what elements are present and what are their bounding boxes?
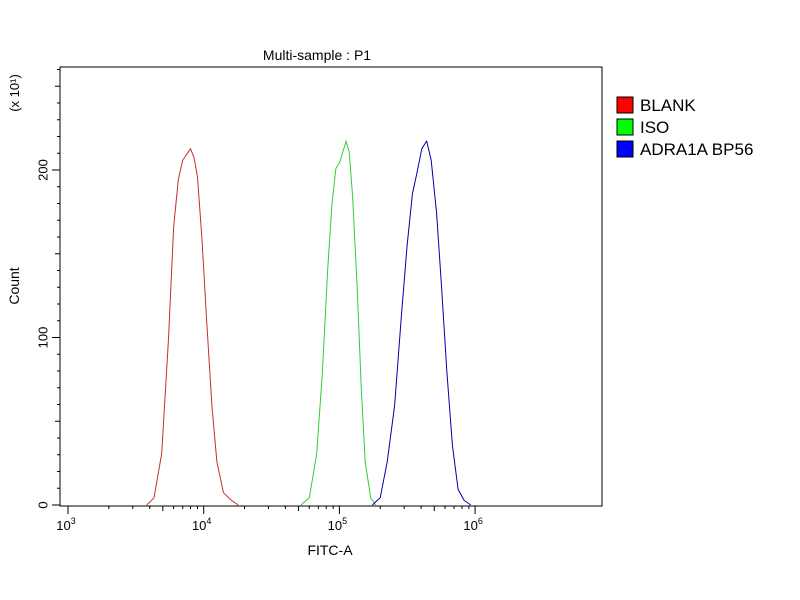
legend-label: ADRA1A BP56 (640, 140, 753, 159)
legend-swatch (616, 96, 634, 114)
histogram-curves (146, 140, 472, 506)
legend-label: ISO (640, 118, 669, 137)
y-axis-label: Count (6, 267, 22, 304)
x-tick-label: 103 (56, 516, 75, 533)
histogram-series-blank (146, 148, 239, 506)
x-tick-label: 105 (328, 516, 347, 533)
legend-label: BLANK (640, 96, 696, 115)
legend-swatch (616, 118, 634, 136)
y-tick-label: 0 (35, 501, 50, 508)
x-tick-label: 106 (463, 516, 482, 533)
x-axis-ticks: 103 104 105 106 (56, 506, 483, 533)
legend: BLANK ISO ADRA1A BP56 (616, 96, 753, 159)
plot-frame (59, 66, 603, 507)
x-tick-label: 104 (192, 516, 211, 533)
y-axis-multiplier: (x 10¹) (7, 74, 22, 112)
histogram-series-adra1a-bp56 (372, 140, 472, 506)
legend-swatch (616, 140, 634, 158)
y-axis-ticks: 0 100 200 (35, 69, 60, 509)
chart-title: Multi-sample : P1 (263, 47, 371, 63)
x-axis-label: FITC-A (307, 542, 353, 558)
y-tick-label: 200 (35, 159, 50, 181)
histogram-series-iso (300, 140, 377, 506)
y-tick-label: 100 (35, 327, 50, 349)
